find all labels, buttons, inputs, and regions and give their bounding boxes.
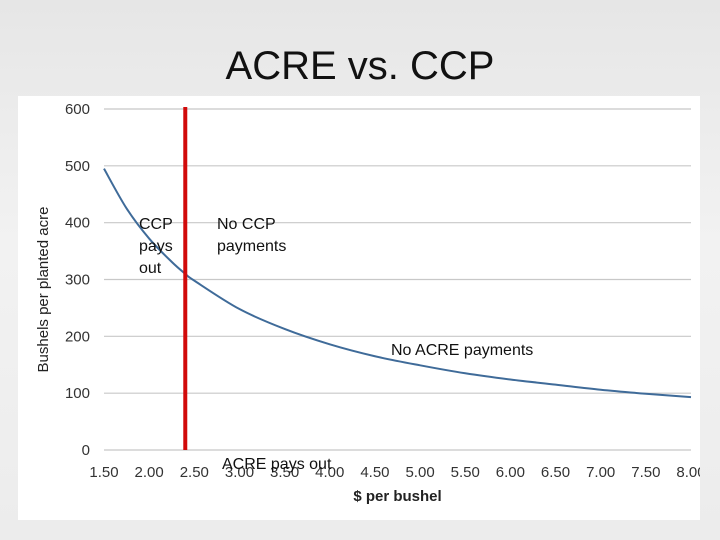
annotation-acre-pays-out: ACRE pays out	[222, 456, 332, 473]
annotation-ccp-pays-out: CCP pays out	[139, 216, 173, 277]
x-tick-label: 7.50	[631, 464, 660, 481]
series-line	[103, 168, 692, 399]
data-series	[103, 168, 692, 399]
x-tick-label: 6.50	[541, 464, 570, 481]
slide-title: ACRE vs. CCP	[225, 44, 495, 88]
x-tick-label: 8.00	[676, 464, 700, 481]
x-tick-label: 7.00	[586, 464, 615, 481]
y-tick-label: 300	[65, 272, 90, 289]
x-tick-label: 1.50	[89, 464, 118, 481]
x-tick-label: 2.00	[135, 464, 164, 481]
y-tick-label: 100	[65, 385, 90, 402]
x-tick-label: 3.50	[270, 464, 299, 481]
x-tick-label: 4.00	[315, 464, 344, 481]
x-tick-label: 5.00	[405, 464, 434, 481]
y-tick-label: 600	[65, 101, 90, 118]
chart-plot: 0 100 200 300 400 500 600 1.50 2.00 2.50 3.00 3.50…	[35, 101, 700, 505]
annotation-no-ccp-payments: No CCP payments	[217, 216, 287, 255]
x-axis-label: $ per bushel	[353, 488, 441, 505]
x-tick-label: 4.50	[360, 464, 389, 481]
y-tick-label: 500	[65, 158, 90, 175]
x-tick-label: 6.00	[496, 464, 525, 481]
y-tick-label: 0	[82, 442, 90, 459]
gridlines	[104, 108, 691, 451]
x-tick-labels: 1.50 2.00 2.50 3.00 3.50 4.00 4.50 5.00 5.50 6.00…	[89, 464, 700, 481]
y-tick-labels: 0 100 200 300 400 500 600	[65, 101, 90, 459]
annotation-no-acre-payments: No ACRE payments	[391, 342, 534, 359]
y-tick-label: 400	[65, 215, 90, 232]
x-tick-label: 2.50	[180, 464, 209, 481]
x-tick-label: 3.00	[225, 464, 254, 481]
y-axis-label: Bushels per planted acre	[35, 207, 52, 373]
y-tick-label: 200	[65, 328, 90, 345]
x-tick-label: 5.50	[451, 464, 480, 481]
chart-panel: 0 100 200 300 400 500 600 1.50 2.00 2.50 3.00 3.50…	[18, 96, 700, 520]
